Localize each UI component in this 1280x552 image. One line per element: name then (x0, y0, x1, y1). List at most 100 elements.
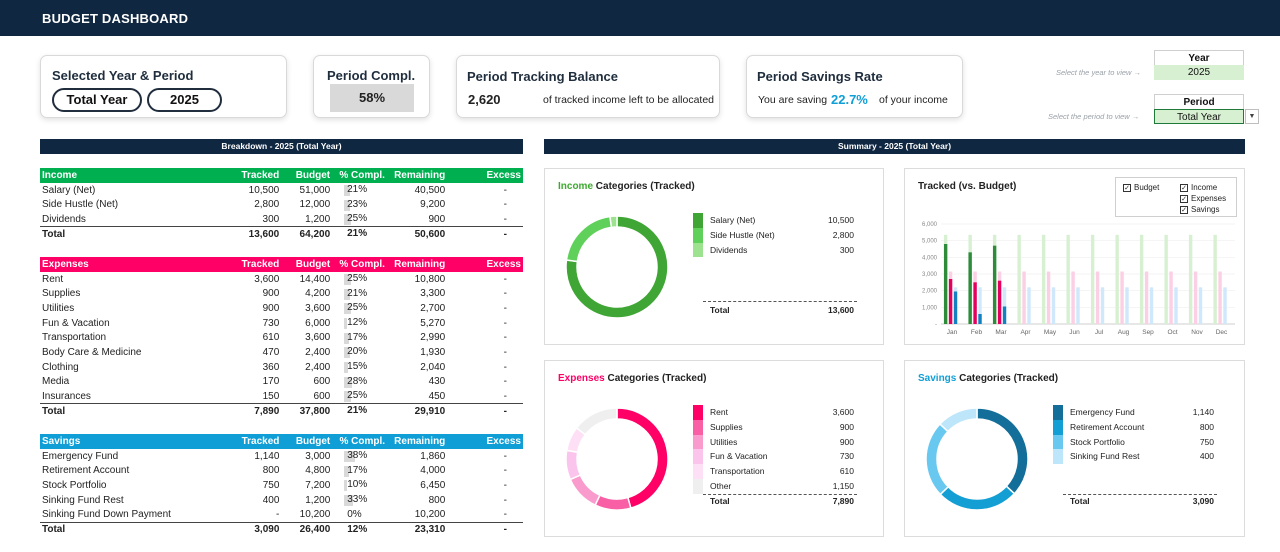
savings-total: Total 3,090 (1070, 494, 1214, 509)
donut-slice[interactable] (565, 215, 669, 319)
donut-slice[interactable] (616, 407, 669, 510)
remaining-cell: 10,200 (414, 509, 446, 521)
tracked-cell: 750 (262, 479, 280, 491)
bar[interactable] (1139, 234, 1144, 324)
bar[interactable] (948, 279, 953, 324)
bar[interactable] (943, 244, 948, 324)
remaining-cell: 50,600 (392, 226, 448, 242)
breakdown-header: Breakdown - 2025 (Total Year) (40, 139, 523, 154)
x-tick-label: Aug (1118, 329, 1130, 336)
legend-item: Utilities 900 (693, 434, 854, 450)
bar[interactable] (1198, 287, 1203, 324)
bar[interactable] (1164, 234, 1168, 324)
donut-slice[interactable] (609, 215, 618, 229)
bar[interactable] (1218, 271, 1222, 325)
bar[interactable] (1041, 234, 1046, 324)
savings-total-divider (1063, 494, 1217, 495)
pct-bar (344, 480, 348, 492)
period-dropdown-button[interactable]: ▼ (1245, 109, 1259, 124)
donut-slice[interactable] (976, 407, 1029, 495)
legend-swatch (693, 227, 703, 243)
bar[interactable] (978, 314, 982, 324)
bar[interactable] (1027, 287, 1031, 324)
pct-compl-cell: 10% (332, 478, 392, 493)
donut-slice[interactable] (575, 407, 618, 436)
remaining-cell: 3,300 (420, 288, 446, 300)
excess-cell: - (447, 521, 523, 537)
bar[interactable] (1174, 287, 1178, 324)
legend-swatch (1053, 405, 1063, 420)
bar[interactable] (1149, 287, 1154, 324)
bar[interactable] (1071, 271, 1075, 325)
bar[interactable] (1017, 234, 1021, 324)
bar[interactable] (1193, 271, 1198, 325)
legend-expenses-checkbox[interactable]: ✓ Expenses (1180, 194, 1226, 203)
bar[interactable] (968, 252, 972, 324)
bar[interactable] (1188, 234, 1193, 324)
bar[interactable] (1076, 287, 1080, 324)
legend-value: 750 (1199, 436, 1214, 447)
x-tick-label: May (1044, 329, 1057, 336)
bar[interactable] (1223, 287, 1227, 324)
bar[interactable] (1090, 234, 1095, 324)
year-pill[interactable]: 2025 (147, 88, 222, 112)
column-header: % Compl. (339, 435, 385, 447)
bar[interactable] (1144, 271, 1149, 325)
legend-item: Fun & Vacation 730 (693, 449, 854, 465)
year-select[interactable]: 2025 (1154, 65, 1244, 80)
x-tick-label: Apr (1020, 329, 1031, 336)
excess-cell: - (503, 390, 507, 402)
legend-swatch (693, 449, 703, 465)
bar[interactable] (978, 287, 982, 324)
bar[interactable] (1125, 287, 1129, 324)
legend-item: Stock Portfolio 750 (1053, 434, 1214, 450)
bar[interactable] (1213, 234, 1217, 324)
donut-slice[interactable] (569, 474, 601, 507)
bar[interactable] (953, 291, 958, 325)
pct-bar (344, 303, 352, 315)
legend-expenses-label: Expenses (1191, 194, 1227, 203)
income-total-divider (703, 301, 857, 302)
bar[interactable] (1169, 271, 1173, 325)
donut-slice[interactable] (939, 485, 1016, 511)
bar[interactable] (992, 245, 997, 324)
selected-period-card: Selected Year & Period Total Year 2025 (40, 55, 287, 118)
donut-slice[interactable] (594, 494, 632, 511)
donut-slice[interactable] (925, 422, 950, 496)
bar[interactable] (1095, 271, 1100, 325)
y-tick-label: 5,000 (922, 239, 938, 245)
period-select[interactable]: Total Year (1154, 109, 1244, 124)
excess-cell: - (503, 302, 507, 314)
table-row: Retirement Account 800 4,800 17% 4,000 - (40, 463, 523, 478)
row-label: Side Hustle (Net) (42, 199, 119, 211)
legend-savings-checkbox[interactable]: ✓ Savings (1180, 205, 1219, 214)
savings-rate-card: Period Savings Rate You are saving 22.7%… (746, 55, 963, 118)
donut-slice[interactable] (938, 407, 978, 433)
excess-cell: - (503, 376, 507, 388)
bar[interactable] (1022, 271, 1026, 325)
legend-swatch (693, 419, 703, 435)
bar[interactable] (997, 280, 1002, 324)
bar[interactable] (973, 282, 977, 324)
pct-compl-cell: 0% (332, 507, 392, 522)
bar[interactable] (1115, 234, 1119, 324)
bar[interactable] (1120, 271, 1124, 325)
x-tick-label: Mar (995, 329, 1007, 336)
legend-budget-checkbox[interactable]: ✓ Budget (1123, 183, 1159, 192)
savings-categories-panel: Savings Categories (Tracked) Emergency F… (904, 360, 1245, 537)
bar[interactable] (1051, 287, 1056, 324)
bar[interactable] (1066, 234, 1070, 324)
period-pill[interactable]: Total Year (52, 88, 142, 112)
donut-slice[interactable] (565, 449, 582, 481)
tracked-cell: 3,090 (229, 521, 282, 537)
bar[interactable] (1046, 271, 1051, 325)
bar[interactable] (1002, 306, 1007, 325)
excess-cell: - (503, 317, 507, 329)
budget-cell: 37,800 (281, 403, 333, 419)
check-icon: ✓ (1180, 183, 1188, 192)
legend-income-checkbox[interactable]: ✓ Income (1180, 183, 1217, 192)
donut-slice[interactable] (565, 215, 613, 263)
bar[interactable] (1002, 287, 1007, 324)
expenses-header-row: Expenses Tracked Budget % Compl. Remaining Ex… (40, 257, 523, 272)
bar[interactable] (1100, 287, 1105, 324)
